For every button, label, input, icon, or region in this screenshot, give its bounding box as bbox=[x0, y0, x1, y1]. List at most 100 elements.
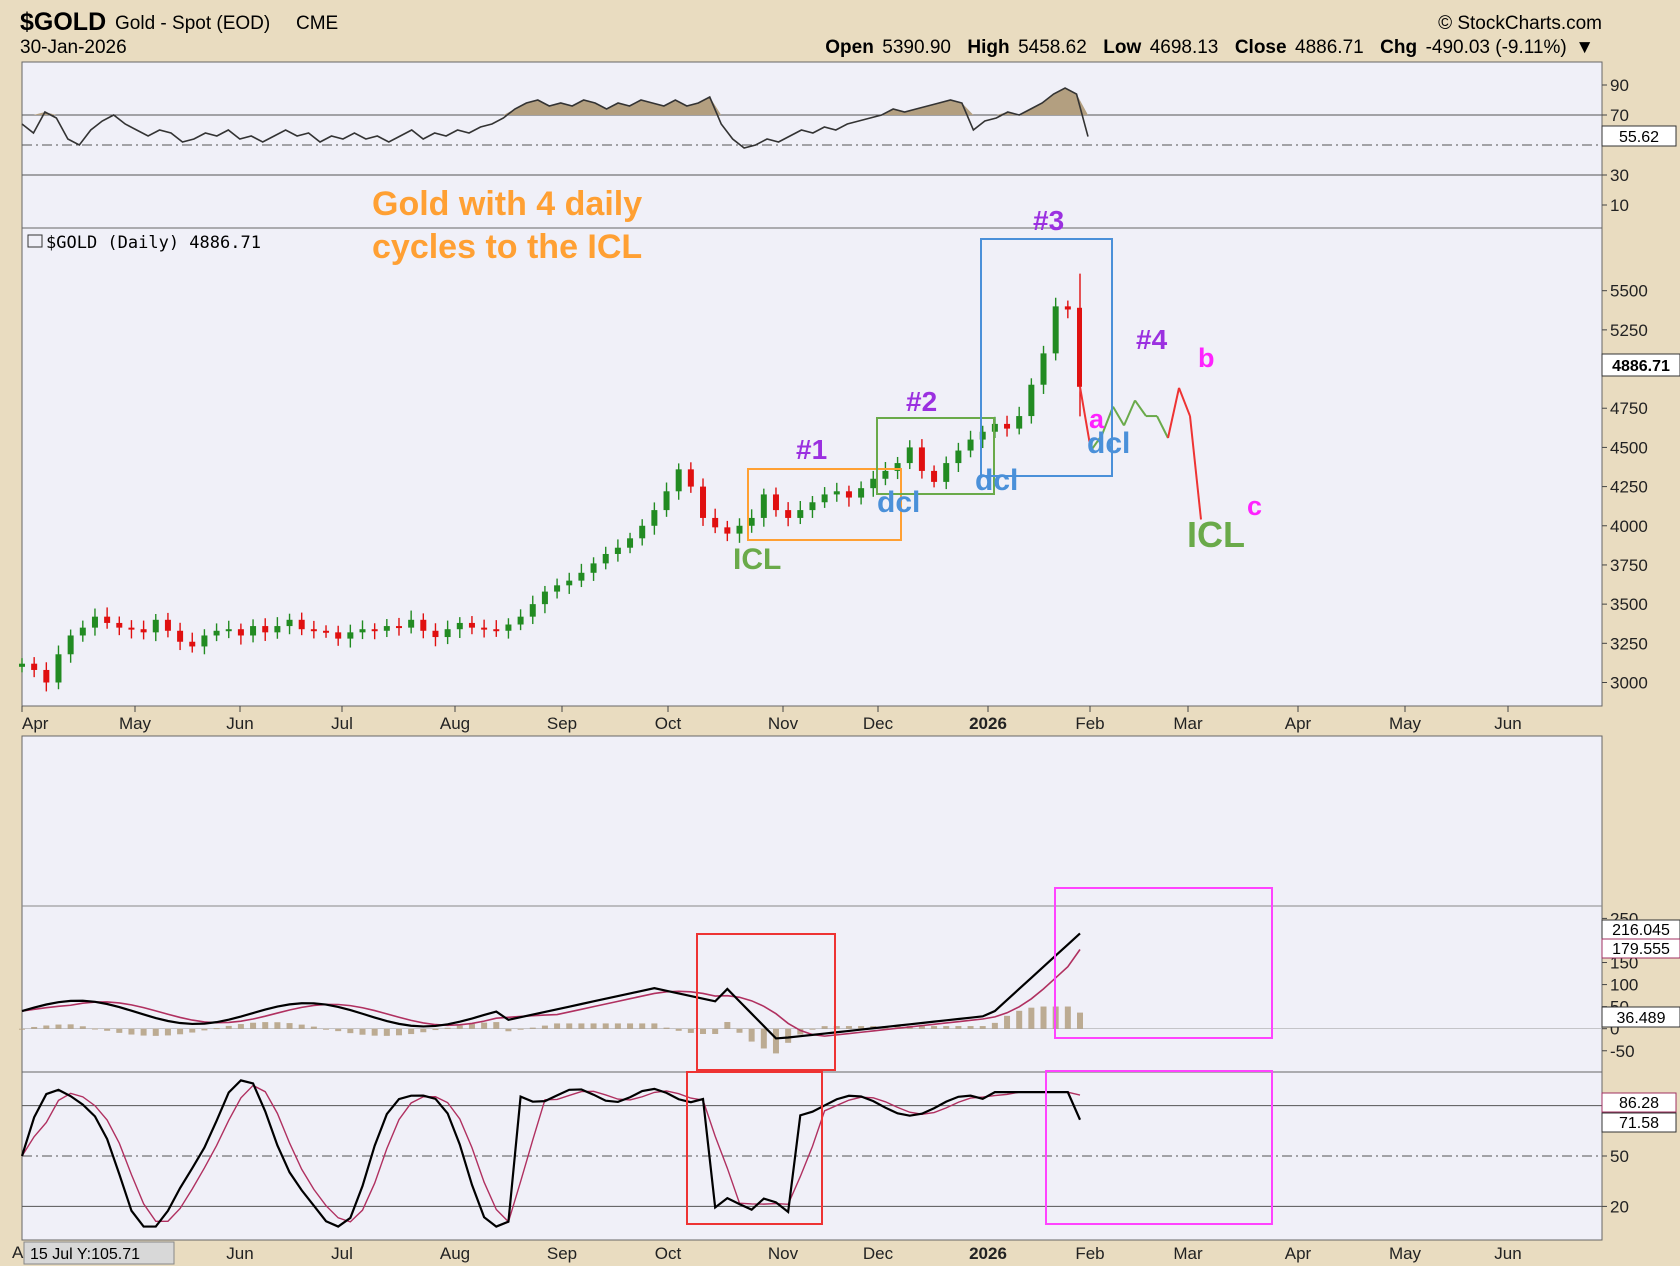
ohlc-readout: Open 5390.90 High 5458.62 Low 4698.13 Cl… bbox=[825, 37, 1594, 58]
price-candle-body bbox=[858, 488, 865, 498]
macd-histogram-bar bbox=[1040, 1006, 1047, 1029]
price-candle-body bbox=[31, 663, 38, 670]
macd-histogram-bar bbox=[1077, 1012, 1083, 1029]
price-candle-body bbox=[772, 494, 779, 511]
symbol-label: $GOLD bbox=[20, 8, 106, 36]
price-candle-body bbox=[785, 510, 792, 518]
price-candle-body bbox=[724, 527, 731, 534]
macd-histogram-bar bbox=[91, 1028, 98, 1030]
macd-histogram-bar bbox=[468, 1023, 475, 1029]
price-candle-body bbox=[894, 463, 901, 471]
x-tick-label: Jun bbox=[226, 714, 253, 733]
projection-path bbox=[1079, 386, 1202, 520]
rsi-overbought-fill bbox=[22, 88, 1088, 115]
price-y-axis: 3000325035003750400042504500475050005250… bbox=[1602, 282, 1648, 692]
macd-histogram-bar bbox=[310, 1026, 317, 1029]
price-candle-body bbox=[906, 447, 913, 464]
macd-histogram-bar bbox=[627, 1023, 634, 1029]
price-candle-body bbox=[614, 547, 621, 554]
legend-swatch-icon bbox=[27, 234, 43, 248]
x-tick-label: Jul bbox=[331, 1244, 353, 1263]
macd-histogram-bar bbox=[250, 1022, 257, 1029]
stoch-badge-1: 86.28 bbox=[1619, 1095, 1659, 1112]
price-candle-body bbox=[371, 629, 378, 632]
brand-label: © StockCharts.com bbox=[1438, 13, 1602, 34]
macd-histogram-bar bbox=[578, 1023, 585, 1029]
exchange-label: CME bbox=[296, 13, 338, 34]
price-candle-body bbox=[347, 632, 354, 639]
price-candle-body bbox=[408, 619, 415, 628]
price-candle-body bbox=[201, 635, 208, 647]
wave-a-label: a bbox=[1089, 404, 1105, 434]
price-x-axis: Apr May Jun Jul Aug Sep Oct Nov Dec 2026 Feb Mar Apr… bbox=[21, 706, 1522, 733]
price-candle-body bbox=[687, 469, 694, 487]
macd-badge-2: 179.555 bbox=[1612, 941, 1670, 958]
macd-histogram-bar bbox=[785, 1028, 792, 1043]
cycle2-label: #2 bbox=[906, 386, 937, 417]
price-candle-body bbox=[310, 629, 317, 632]
price-candle-body bbox=[554, 585, 561, 592]
price-candle-body bbox=[250, 626, 257, 636]
price-candle-body bbox=[177, 630, 184, 642]
price-candle-body bbox=[79, 627, 86, 636]
price-candle-body bbox=[1028, 384, 1035, 417]
macd-panel bbox=[21, 735, 1603, 1073]
instrument-name: Gold - Spot (EOD) bbox=[115, 13, 270, 34]
price-candle-body bbox=[359, 629, 366, 633]
x-tick-label: Aug bbox=[440, 1244, 470, 1263]
price-candle-body bbox=[468, 622, 475, 628]
macd-histogram-bar bbox=[177, 1028, 184, 1035]
stoch-d-line bbox=[21, 1084, 1081, 1224]
cycle4-label: #4 bbox=[1136, 324, 1168, 355]
x-tick-label: Sep bbox=[547, 1244, 577, 1263]
macd-histogram-bar bbox=[894, 1026, 901, 1029]
macd-tick-label: -50 bbox=[1610, 1042, 1635, 1061]
cycle3-box bbox=[980, 238, 1113, 477]
price-candle-body bbox=[432, 630, 439, 638]
macd-histogram-bar bbox=[213, 1028, 220, 1030]
macd-histogram-bar bbox=[420, 1028, 427, 1033]
open-value: 5390.90 bbox=[882, 37, 951, 58]
price-candle-body bbox=[444, 629, 451, 638]
macd-histogram-bar bbox=[675, 1028, 682, 1031]
price-candle-body bbox=[164, 619, 171, 631]
x-tick-label: Aug bbox=[440, 714, 470, 733]
price-candle-body bbox=[882, 470, 889, 479]
price-candle-body bbox=[335, 632, 342, 639]
x-tick-label: Feb bbox=[1075, 1244, 1104, 1263]
bottom-axis-first-tick: A bbox=[12, 1243, 24, 1262]
price-legend-text: $GOLD (Daily) 4886.71 bbox=[46, 233, 261, 253]
price-candle-body bbox=[979, 431, 986, 440]
cycle3-label: #3 bbox=[1033, 205, 1064, 236]
macd-histogram-bar bbox=[943, 1026, 950, 1029]
price-last-value: 4886.71 bbox=[1612, 358, 1670, 375]
macd-signal-line bbox=[21, 949, 1081, 1037]
chart-header: $GOLD Gold - Spot (EOD) CME 30-Jan-2026 … bbox=[20, 8, 1602, 58]
macd-histogram-bar bbox=[590, 1023, 597, 1029]
macd-histogram-bar bbox=[760, 1028, 767, 1049]
x-tick-label: Oct bbox=[655, 1244, 682, 1263]
high-value: 5458.62 bbox=[1018, 37, 1087, 58]
macd-histogram-bar bbox=[931, 1026, 938, 1029]
chg-down-arrow-icon: ▼ bbox=[1575, 37, 1594, 58]
price-candle-body bbox=[262, 626, 269, 633]
macd-highlight-box-left bbox=[696, 933, 836, 1071]
bottom-x-axis: Jun Jul Aug Sep Oct Nov Dec 2026 Feb Mar Apr May Jun bbox=[226, 1244, 1521, 1263]
macd-histogram-bar bbox=[140, 1028, 147, 1036]
price-candle-body bbox=[481, 627, 488, 630]
price-candle-body bbox=[505, 624, 512, 631]
price-candle-body bbox=[797, 510, 804, 518]
price-tick-label: 3500 bbox=[1610, 595, 1648, 614]
macd-badges: 216.045 179.555 36.489 bbox=[1601, 919, 1680, 1028]
rsi-plot bbox=[21, 87, 1089, 149]
macd-histogram-bar bbox=[736, 1028, 743, 1033]
price-candle-body bbox=[517, 616, 524, 625]
price-legend: $GOLD (Daily) 4886.71 bbox=[27, 233, 261, 253]
stochastic-plot bbox=[20, 1079, 1082, 1228]
price-candle-body bbox=[189, 641, 196, 647]
price-candle-body bbox=[712, 517, 719, 528]
price-tick-label: 4000 bbox=[1610, 517, 1648, 536]
macd-histogram-bar bbox=[432, 1028, 439, 1031]
x-tick-label: Oct bbox=[655, 714, 682, 733]
